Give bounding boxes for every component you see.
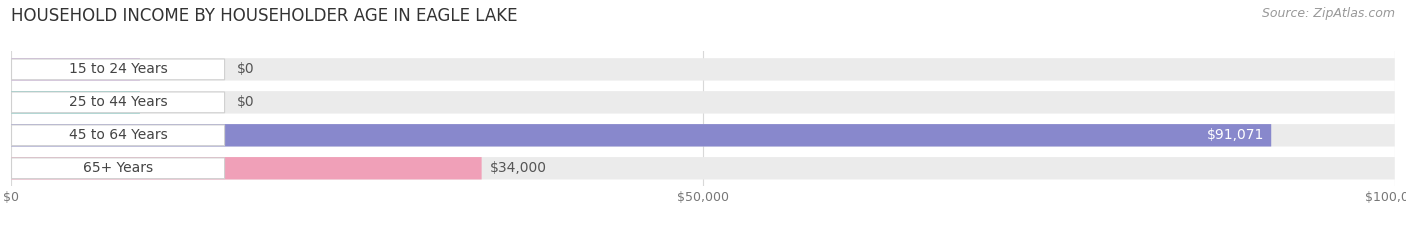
- FancyBboxPatch shape: [11, 125, 225, 146]
- FancyBboxPatch shape: [11, 91, 141, 113]
- Text: $0: $0: [236, 62, 254, 76]
- Text: Source: ZipAtlas.com: Source: ZipAtlas.com: [1261, 7, 1395, 20]
- Text: 45 to 64 Years: 45 to 64 Years: [69, 128, 167, 142]
- FancyBboxPatch shape: [11, 91, 1395, 113]
- FancyBboxPatch shape: [11, 158, 225, 179]
- Text: 25 to 44 Years: 25 to 44 Years: [69, 95, 167, 109]
- Text: 15 to 24 Years: 15 to 24 Years: [69, 62, 167, 76]
- FancyBboxPatch shape: [11, 124, 1271, 147]
- FancyBboxPatch shape: [11, 157, 1395, 179]
- Text: 65+ Years: 65+ Years: [83, 161, 153, 175]
- FancyBboxPatch shape: [11, 157, 482, 179]
- FancyBboxPatch shape: [11, 58, 1395, 81]
- FancyBboxPatch shape: [11, 92, 225, 113]
- Text: $91,071: $91,071: [1206, 128, 1264, 142]
- FancyBboxPatch shape: [11, 59, 225, 80]
- Text: HOUSEHOLD INCOME BY HOUSEHOLDER AGE IN EAGLE LAKE: HOUSEHOLD INCOME BY HOUSEHOLDER AGE IN E…: [11, 7, 517, 25]
- Text: $0: $0: [236, 95, 254, 109]
- FancyBboxPatch shape: [11, 58, 141, 81]
- Text: $34,000: $34,000: [489, 161, 547, 175]
- FancyBboxPatch shape: [11, 124, 1395, 147]
